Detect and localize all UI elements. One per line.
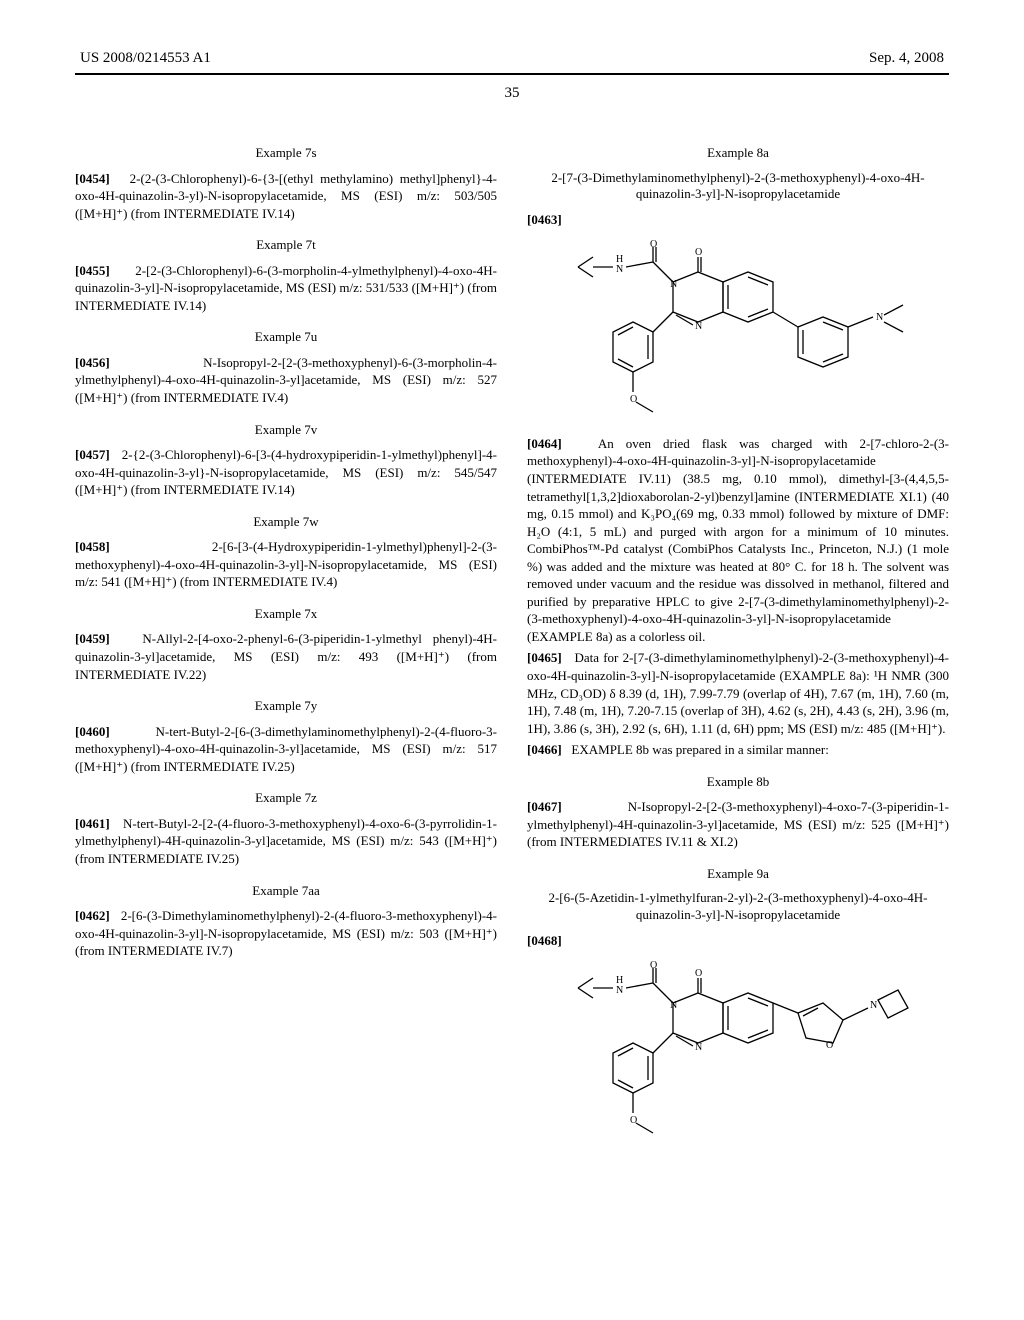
- example-title: Example 7z: [75, 789, 497, 807]
- para-number: [0455]: [75, 263, 110, 278]
- compound-name: 2-[7-(3-Dimethylaminomethylphenyl)-2-(3-…: [527, 170, 949, 204]
- svg-text:N: N: [870, 1000, 877, 1011]
- para-text: N-Isopropyl-2-[2-(3-methoxyphenyl)-4-oxo…: [527, 799, 949, 849]
- paragraph: [0461] N-tert-Butyl-2-[2-(4-fluoro-3-met…: [75, 815, 497, 868]
- para-text: N-tert-Butyl-2-[6-(3-dimethylaminomethyl…: [75, 724, 497, 774]
- svg-text:N: N: [876, 312, 883, 323]
- svg-text:O: O: [695, 247, 702, 258]
- paragraph: [0456] N-Isopropyl-2-[2-(3-methoxyphenyl…: [75, 354, 497, 407]
- paragraph: [0463]: [527, 211, 949, 229]
- example-title: Example 7v: [75, 421, 497, 439]
- page-header: US 2008/0214553 A1 Sep. 4, 2008: [75, 50, 949, 67]
- example-title: Example 7y: [75, 697, 497, 715]
- svg-text:N: N: [695, 1042, 702, 1053]
- example-title: Example 7w: [75, 513, 497, 531]
- paragraph: [0458] 2-[6-[3-(4-Hydroxypiperidin-1-ylm…: [75, 538, 497, 591]
- para-number: [0467]: [527, 799, 562, 814]
- para-text: 2-[6-(3-Dimethylaminomethylphenyl)-2-(4-…: [75, 908, 497, 958]
- para-text: 2-[2-(3-Chlorophenyl)-6-(3-morpholin-4-y…: [75, 263, 497, 313]
- svg-text:O: O: [650, 239, 657, 250]
- para-text: N-Isopropyl-2-[2-(3-methoxyphenyl)-6-(3-…: [75, 355, 497, 405]
- patent-page: US 2008/0214553 A1 Sep. 4, 2008 35 Examp…: [0, 0, 1024, 1320]
- svg-text:N: N: [670, 279, 677, 290]
- paragraph: [0454] 2-(2-(3-Chlorophenyl)-6-{3-[(ethy…: [75, 170, 497, 223]
- para-number: [0459]: [75, 631, 110, 646]
- chemical-structure-8a: H N O N O: [558, 237, 918, 427]
- svg-text:O: O: [826, 1040, 833, 1051]
- para-text: 2-[6-[3-(4-Hydroxypiperidin-1-ylmethyl)p…: [75, 539, 497, 589]
- paragraph: [0459] N-Allyl-2-[4-oxo-2-phenyl-6-(3-pi…: [75, 630, 497, 683]
- example-title: Example 8a: [527, 144, 949, 162]
- para-number: [0465]: [527, 650, 562, 665]
- chemical-structure-9a: H N O N O N: [558, 958, 918, 1148]
- paragraph: [0460] N-tert-Butyl-2-[6-(3-dimethylamin…: [75, 723, 497, 776]
- left-column: Example 7s [0454] 2-(2-(3-Chlorophenyl)-…: [75, 130, 497, 1156]
- para-text: 2-(2-(3-Chlorophenyl)-6-{3-[(ethyl methy…: [75, 171, 497, 221]
- header-rule: [75, 73, 949, 75]
- example-title: Example 7u: [75, 328, 497, 346]
- para-number: [0457]: [75, 447, 110, 462]
- para-number: [0464]: [527, 436, 562, 451]
- patent-number: US 2008/0214553 A1: [80, 50, 211, 67]
- para-text: EXAMPLE 8b was prepared in a similar man…: [571, 742, 828, 757]
- para-number: [0463]: [527, 212, 562, 227]
- paragraph: [0464] An oven dried flask was charged w…: [527, 435, 949, 646]
- example-title: Example 7t: [75, 236, 497, 254]
- para-number: [0468]: [527, 933, 562, 948]
- para-text: 2-{2-(3-Chlorophenyl)-6-[3-(4-hydroxypip…: [75, 447, 497, 497]
- svg-text:N: N: [616, 264, 623, 275]
- para-number: [0460]: [75, 724, 110, 739]
- two-column-layout: Example 7s [0454] 2-(2-(3-Chlorophenyl)-…: [75, 130, 949, 1156]
- svg-text:O: O: [630, 394, 637, 405]
- svg-text:N: N: [616, 985, 623, 996]
- page-number: 35: [75, 85, 949, 102]
- example-title: Example 7x: [75, 605, 497, 623]
- svg-text:N: N: [670, 1000, 677, 1011]
- para-number: [0454]: [75, 171, 110, 186]
- para-text: Data for 2-[7-(3-dimethylaminomethylphen…: [527, 650, 949, 735]
- paragraph: [0468]: [527, 932, 949, 950]
- paragraph: [0455] 2-[2-(3-Chlorophenyl)-6-(3-morpho…: [75, 262, 497, 315]
- para-number: [0466]: [527, 742, 562, 757]
- para-number: [0458]: [75, 539, 110, 554]
- para-number: [0461]: [75, 816, 110, 831]
- paragraph: [0466] EXAMPLE 8b was prepared in a simi…: [527, 741, 949, 759]
- paragraph: [0457] 2-{2-(3-Chlorophenyl)-6-[3-(4-hyd…: [75, 446, 497, 499]
- svg-text:O: O: [650, 960, 657, 971]
- paragraph: [0462] 2-[6-(3-Dimethylaminomethylphenyl…: [75, 907, 497, 960]
- svg-text:N: N: [695, 321, 702, 332]
- right-column: Example 8a 2-[7-(3-Dimethylaminomethylph…: [527, 130, 949, 1156]
- compound-name: 2-[6-(5-Azetidin-1-ylmethylfuran-2-yl)-2…: [527, 890, 949, 924]
- para-number: [0462]: [75, 908, 110, 923]
- paragraph: [0465] Data for 2-[7-(3-dimethylaminomet…: [527, 649, 949, 737]
- para-text: An oven dried flask was charged with 2-[…: [527, 436, 949, 644]
- svg-text:O: O: [630, 1115, 637, 1126]
- example-title: Example 7s: [75, 144, 497, 162]
- svg-text:O: O: [695, 968, 702, 979]
- para-text: N-Allyl-2-[4-oxo-2-phenyl-6-(3-piperidin…: [75, 631, 497, 681]
- example-title: Example 9a: [527, 865, 949, 883]
- paragraph: [0467] N-Isopropyl-2-[2-(3-methoxyphenyl…: [527, 798, 949, 851]
- publication-date: Sep. 4, 2008: [869, 50, 944, 67]
- para-number: [0456]: [75, 355, 110, 370]
- example-title: Example 7aa: [75, 882, 497, 900]
- para-text: N-tert-Butyl-2-[2-(4-fluoro-3-methoxyphe…: [75, 816, 497, 866]
- example-title: Example 8b: [527, 773, 949, 791]
